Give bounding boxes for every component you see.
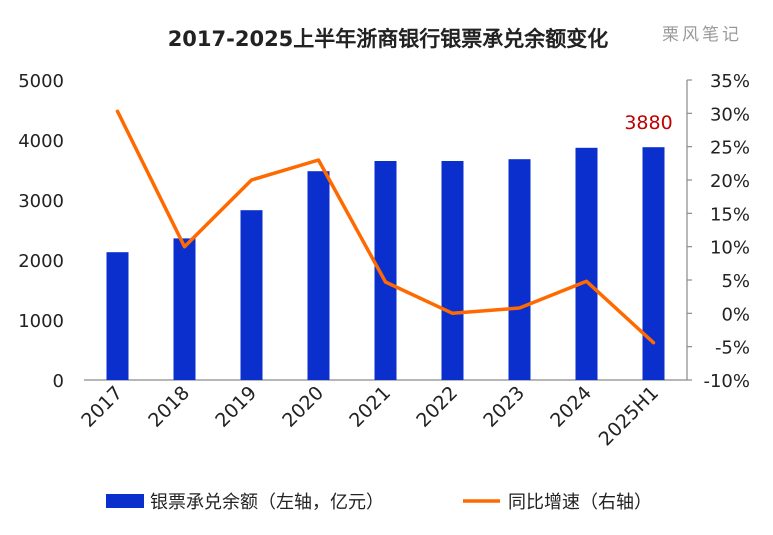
x-tick-label: 2023: [479, 382, 529, 432]
x-tick-label: 2017: [77, 382, 127, 432]
bar-2022: [441, 161, 464, 380]
right-tick-label: 25%: [710, 138, 750, 159]
left-tick-label: 5000: [18, 71, 64, 92]
legend-bar-label: 银票承兑余额（左轴，亿元）: [150, 492, 384, 513]
bar-2017: [106, 252, 129, 380]
right-tick-label: 15%: [710, 204, 750, 225]
left-tick-label: 4000: [18, 131, 64, 152]
x-tick-label: 2021: [345, 382, 395, 432]
bar-value-label-2025h1: 3880: [624, 112, 672, 134]
bar-series: [106, 147, 665, 380]
right-tick-label: 30%: [710, 104, 750, 125]
legend: 银票承兑余额（左轴，亿元） 同比增速（右轴）: [106, 492, 652, 513]
left-axis-ticks: 0 1000 2000 3000 4000 5000: [18, 71, 64, 392]
x-tick-label: 2019: [211, 382, 261, 432]
chart-title: 2017-2025上半年浙商银行银票承兑余额变化: [168, 27, 609, 51]
legend-line-label: 同比增速（右轴）: [508, 492, 652, 513]
bar-2021: [374, 161, 397, 380]
left-tick-label: 2000: [18, 251, 64, 272]
right-tick-label: 10%: [710, 238, 750, 259]
left-tick-label: 3000: [18, 191, 64, 212]
right-tick-label: 35%: [710, 71, 750, 92]
right-tick-label: 0%: [721, 304, 750, 325]
right-tick-label: -10%: [703, 371, 750, 392]
x-tick-label: 2025H1: [595, 382, 663, 450]
right-tick-label: 5%: [721, 271, 750, 292]
left-tick-label: 0: [53, 371, 64, 392]
x-tick-label: 2024: [546, 382, 596, 432]
watermark: 栗风笔记: [662, 25, 742, 45]
legend-bar-swatch: [106, 494, 144, 508]
x-tick-label: 2022: [412, 382, 462, 432]
bar-2024: [575, 147, 598, 380]
bar-2018: [173, 238, 196, 380]
x-tick-label: 2020: [278, 382, 328, 432]
right-tick-label: -5%: [715, 338, 750, 359]
bar-2019: [240, 210, 263, 380]
line-series: [115, 109, 656, 345]
bar-2023: [508, 159, 531, 380]
bar-2020: [307, 171, 330, 380]
left-tick-label: 1000: [18, 311, 64, 332]
bar-2025h1: [642, 147, 665, 380]
right-axis-ticks: -10% -5% 0% 5% 10% 15% 20% 25% 30% 35%: [687, 71, 750, 392]
right-tick-label: 20%: [710, 171, 750, 192]
x-tick-label: 2018: [144, 382, 194, 432]
